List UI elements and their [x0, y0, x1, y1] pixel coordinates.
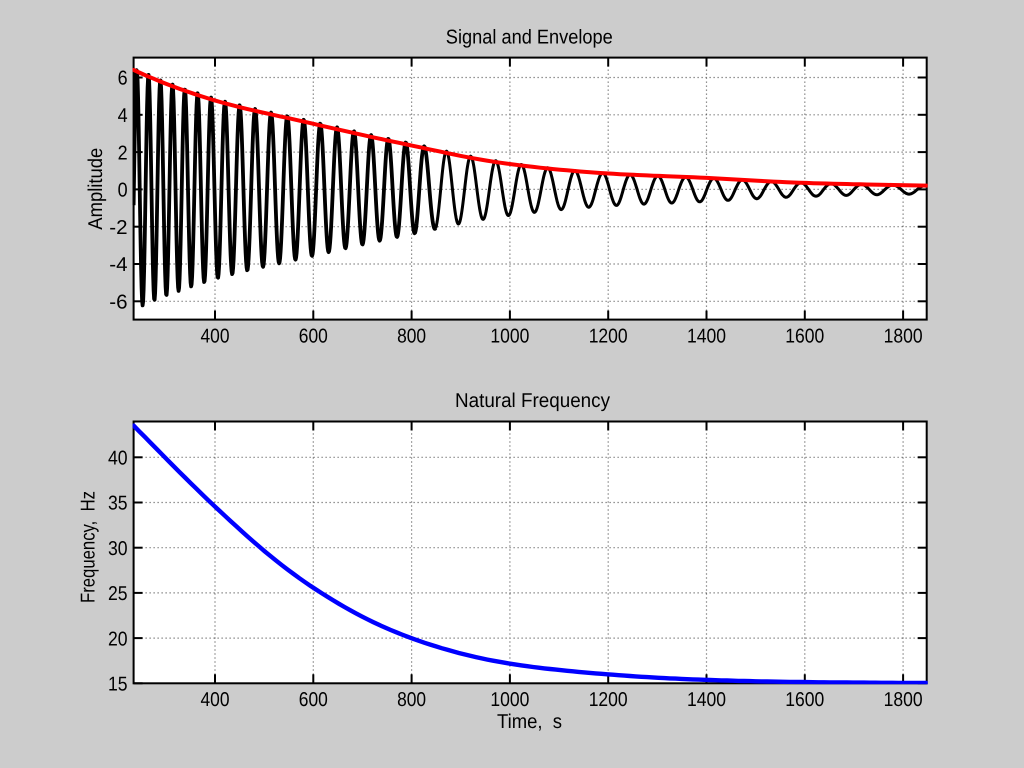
svg-text:6: 6	[118, 68, 128, 90]
svg-text:25: 25	[108, 583, 128, 605]
svg-text:1800: 1800	[884, 689, 923, 711]
svg-text:600: 600	[299, 689, 328, 711]
svg-text:4: 4	[118, 105, 128, 127]
svg-text:400: 400	[201, 326, 230, 348]
svg-text:1400: 1400	[687, 326, 726, 348]
svg-text:-6: -6	[109, 292, 127, 314]
svg-text:Natural Frequency: Natural Frequency	[455, 390, 610, 412]
svg-text:40: 40	[108, 448, 128, 470]
svg-text:15: 15	[108, 674, 128, 696]
svg-text:600: 600	[299, 326, 328, 348]
svg-text:800: 800	[397, 326, 426, 348]
svg-text:35: 35	[108, 493, 128, 515]
svg-text:1200: 1200	[589, 326, 628, 348]
svg-text:1200: 1200	[589, 689, 628, 711]
svg-text:1800: 1800	[884, 326, 923, 348]
svg-text:20: 20	[108, 628, 128, 650]
svg-text:1600: 1600	[785, 326, 824, 348]
svg-text:Frequency, Hz: Frequency, Hz	[78, 491, 100, 603]
svg-text:1000: 1000	[490, 689, 529, 711]
svg-text:800: 800	[397, 689, 426, 711]
svg-text:Time, s: Time, s	[497, 711, 562, 733]
svg-text:400: 400	[201, 689, 230, 711]
svg-text:Signal and Envelope: Signal and Envelope	[446, 26, 613, 48]
svg-text:-4: -4	[109, 254, 127, 276]
svg-text:0: 0	[118, 180, 128, 202]
svg-text:-2: -2	[109, 217, 127, 239]
svg-text:30: 30	[108, 538, 128, 560]
svg-text:1600: 1600	[785, 689, 824, 711]
svg-text:1000: 1000	[490, 326, 529, 348]
svg-text:2: 2	[118, 142, 128, 164]
svg-text:Amplitude: Amplitude	[85, 148, 107, 230]
svg-text:1400: 1400	[687, 689, 726, 711]
